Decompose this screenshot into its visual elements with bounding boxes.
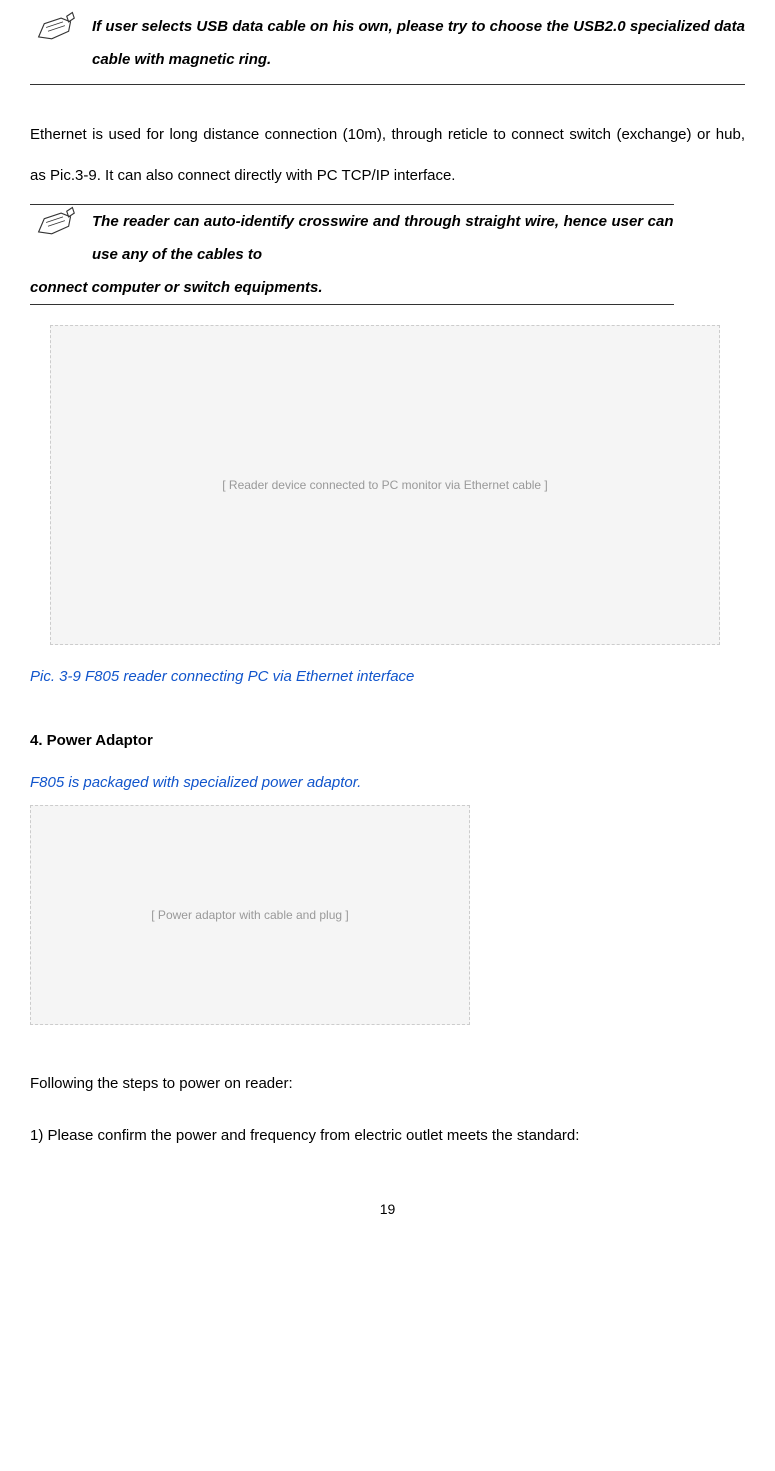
note-2-line1: The reader can auto-identify crosswire a… (92, 205, 674, 271)
note-1-text: If user selects USB data cable on his ow… (92, 10, 745, 76)
note-icon (30, 10, 80, 50)
power-adaptor-note: F805 is packaged with specialized power … (30, 771, 745, 795)
paragraph-ethernet: Ethernet is used for long distance conne… (30, 115, 745, 196)
figure-ethernet-connection: [ Reader device connected to PC monitor … (50, 325, 720, 645)
page-number: 19 (30, 1194, 745, 1225)
figure-caption-1: Pic. 3-9 F805 reader connecting PC via E… (30, 665, 745, 689)
heading-power-adaptor: 4. Power Adaptor (30, 729, 745, 753)
note-box-1: If user selects USB data cable on his ow… (30, 10, 745, 85)
figure-power-adaptor: [ Power adaptor with cable and plug ] (30, 805, 470, 1025)
note-box-2: The reader can auto-identify crosswire a… (30, 204, 674, 305)
note-icon (30, 205, 80, 245)
step-1: 1) Please confirm the power and frequenc… (30, 1117, 745, 1155)
steps-intro: Following the steps to power on reader: (30, 1065, 745, 1103)
note-2-line2: connect computer or switch equipments. (30, 271, 674, 304)
